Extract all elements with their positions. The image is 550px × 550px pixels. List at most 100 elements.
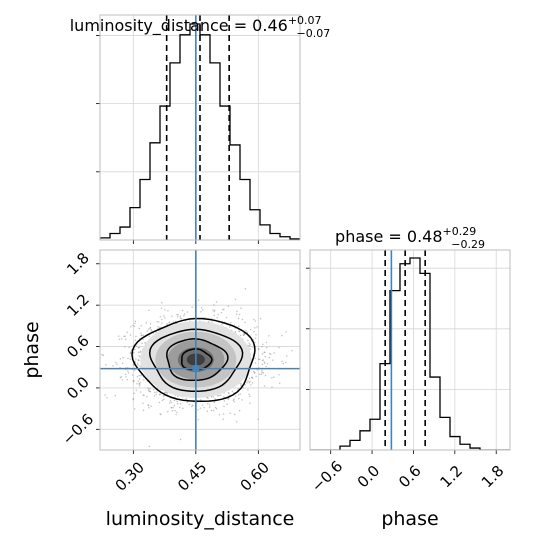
scatter-point: [252, 346, 254, 348]
scatter-point: [130, 351, 132, 354]
scatter-point: [197, 418, 200, 421]
scatter-point: [233, 413, 236, 416]
scatter-point: [216, 394, 219, 397]
scatter-ytick-label: 0.6: [63, 332, 93, 362]
scatter-point: [278, 346, 280, 349]
scatter-point: [244, 384, 246, 386]
scatter-point: [148, 328, 150, 330]
scatter-point: [144, 341, 146, 344]
scatter-point: [183, 315, 185, 317]
scatter-point: [225, 316, 228, 319]
scatter-point: [240, 307, 242, 309]
scatter-point: [138, 355, 140, 357]
scatter-point: [164, 317, 166, 319]
scatter-point: [265, 346, 268, 349]
scatter-point: [132, 324, 134, 327]
scatter-point: [240, 384, 242, 386]
scatter-point: [233, 398, 235, 400]
scatter-point: [216, 316, 218, 319]
scatter-point: [132, 398, 134, 401]
scatter-point: [163, 394, 165, 397]
scatter-ytick-label: −0.6: [59, 410, 97, 448]
scatter-point: [219, 394, 222, 396]
scatter-point: [166, 393, 169, 395]
scatter-point: [237, 317, 240, 320]
scatter-point: [112, 364, 114, 367]
scatter-point: [249, 343, 251, 346]
scatter-point: [132, 364, 135, 366]
scatter-point: [253, 327, 256, 329]
scatter-point: [146, 330, 148, 332]
scatter-point: [179, 317, 181, 319]
scatter-point: [252, 338, 255, 341]
hist-phase-xtick-label: 0.6: [395, 462, 425, 492]
scatter-point: [191, 405, 193, 408]
scatter-truth-marker: [192, 365, 200, 373]
scatter-point: [235, 421, 238, 423]
scatter-point: [143, 394, 145, 396]
scatter-point: [217, 313, 219, 316]
scatter-point: [233, 324, 236, 326]
scatter-point: [278, 374, 280, 376]
scatter-point: [138, 385, 141, 387]
scatter-point: [137, 364, 139, 366]
scatter-point: [173, 399, 176, 402]
scatter-density-panel: 0.30 0.45 0.60 −0.6 0.0 0.6 1.2 1.8 luminosity_…: [21, 249, 301, 530]
scatter-point: [263, 351, 265, 353]
scatter-point: [135, 358, 137, 360]
scatter-point: [212, 395, 215, 398]
scatter-xtick-label: 0.60: [237, 458, 273, 494]
scatter-point: [215, 301, 218, 303]
scatter-point: [142, 379, 145, 381]
scatter-contours: [131, 317, 256, 403]
scatter-xlabel: luminosity_distance: [106, 508, 295, 530]
scatter-point: [121, 362, 124, 365]
hist-luminosity_distance-title-sup: +0.07: [288, 14, 322, 27]
hist-phase-steps: [310, 257, 510, 450]
hist-phase-frame: [309, 249, 511, 451]
scatter-point: [238, 397, 240, 400]
scatter-point: [223, 395, 225, 398]
scatter-point: [247, 389, 249, 391]
scatter-point: [191, 404, 194, 407]
scatter-point: [253, 318, 255, 321]
scatter-point: [210, 396, 213, 398]
scatter-point: [237, 388, 239, 390]
scatter-point: [126, 331, 129, 334]
scatter-point: [124, 373, 127, 376]
scatter-point: [223, 405, 225, 408]
scatter-point: [148, 309, 150, 311]
scatter-point: [145, 322, 147, 324]
scatter-point: [229, 326, 231, 328]
scatter-point: [263, 361, 266, 363]
scatter-point: [132, 379, 135, 382]
scatter-point: [227, 392, 230, 394]
scatter-point: [256, 369, 259, 371]
hist-phase-title: phase = 0.48+0.29 −0.29: [335, 225, 485, 251]
scatter-point: [291, 350, 293, 352]
scatter-point: [135, 389, 138, 391]
scatter-point: [252, 377, 254, 379]
scatter-point: [134, 322, 136, 324]
scatter-point: [191, 306, 193, 308]
scatter-point: [134, 360, 136, 363]
scatter-point: [124, 338, 127, 341]
hist-phase-step-line: [310, 257, 510, 450]
scatter-point: [220, 311, 223, 314]
scatter-point: [149, 323, 152, 325]
scatter-point: [129, 358, 132, 360]
scatter-point: [121, 378, 124, 381]
scatter-point: [151, 330, 153, 332]
hist-phase-xtick-label: 1.8: [478, 462, 508, 492]
scatter-point: [227, 305, 230, 307]
scatter-point: [136, 362, 139, 365]
scatter-point: [201, 404, 204, 406]
scatter-point: [133, 325, 136, 328]
scatter-point: [140, 374, 142, 377]
scatter-point: [138, 346, 141, 348]
scatter-point: [118, 338, 121, 341]
scatter-point: [180, 317, 183, 320]
scatter-point: [146, 395, 148, 398]
scatter-point: [249, 348, 251, 350]
scatter-point: [166, 410, 169, 413]
